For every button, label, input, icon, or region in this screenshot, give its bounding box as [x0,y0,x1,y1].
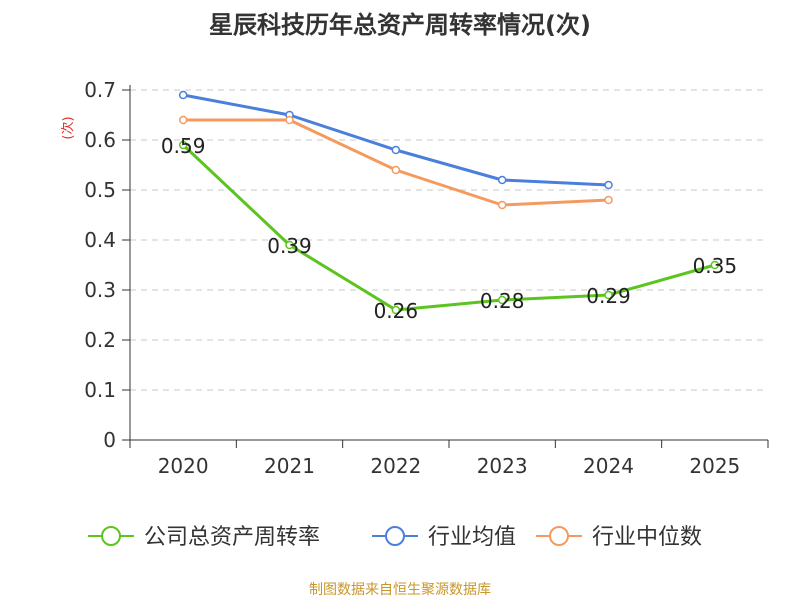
data-point [391,305,401,315]
x-axis-ticks: 2020 2021 2022 2023 2024 2025 [129,440,769,478]
data-point [178,140,188,150]
series-line [182,143,716,312]
y-axis-ticks: 0 0.1 0.2 0.3 0.4 0.5 0.6 0.7 [84,78,130,452]
data-point [604,195,613,205]
data-label: 0.35 [693,254,738,278]
series-2 [178,115,613,210]
legend-label: 公司总资产周转率 [144,525,320,550]
data-point [178,115,188,125]
data-point [497,200,507,210]
data-label: 0.29 [586,284,631,308]
data-point [604,180,613,190]
data-label: 0.59 [161,134,206,158]
data-label: 0.26 [374,299,419,323]
data-point [391,165,401,175]
series-line [183,118,609,207]
y-tick-label: 0.6 [84,128,116,152]
x-tick-label: 2025 [689,454,740,478]
data-point [285,240,294,250]
legend-label: 行业中位数 [592,525,702,550]
legend: 公司总资产周转率 行业均值 行业中位数 [88,525,702,550]
data-point [497,295,507,305]
x-tick-label: 2020 [158,454,209,478]
source-note: 制图数据来自恒生聚源数据库 [309,582,491,598]
y-tick-label: 0.1 [84,378,116,402]
legend-item: 公司总资产周转率 [88,525,320,550]
x-tick-label: 2021 [264,454,315,478]
x-tick-label: 2023 [477,454,528,478]
data-point [710,260,720,270]
data-label: 0.39 [267,234,312,258]
data-point [391,145,401,155]
data-point [178,90,188,100]
y-tick-label: 0.4 [84,228,116,252]
y-tick-label: 0 [103,428,116,452]
gridlines [130,89,768,391]
x-tick-label: 2024 [583,454,634,478]
y-axis-label: (次) [60,116,76,139]
legend-marker [101,526,121,546]
chart-title: 星辰科技历年总资产周转率情况(次) [209,11,591,39]
series-1 [178,90,613,190]
data-label: 0.28 [480,289,525,313]
data-point [497,175,507,185]
series-layer: 0.59 0.39 0.26 0.28 0.29 0.35 [161,90,737,323]
axes [129,85,768,441]
legend-item: 行业均值 [372,525,516,550]
data-point [604,290,613,300]
series-0: 0.59 0.39 0.26 0.28 0.29 0.35 [161,134,737,323]
data-point [285,115,294,125]
y-tick-label: 0.3 [84,278,116,302]
x-tick-label: 2022 [370,454,421,478]
y-tick-label: 0.7 [84,78,116,102]
y-tick-label: 0.5 [84,178,116,202]
legend-item: 行业中位数 [536,525,702,550]
legend-marker [385,526,405,546]
legend-marker [549,526,569,546]
y-tick-label: 0.2 [84,328,116,352]
legend-label: 行业均值 [428,525,516,550]
